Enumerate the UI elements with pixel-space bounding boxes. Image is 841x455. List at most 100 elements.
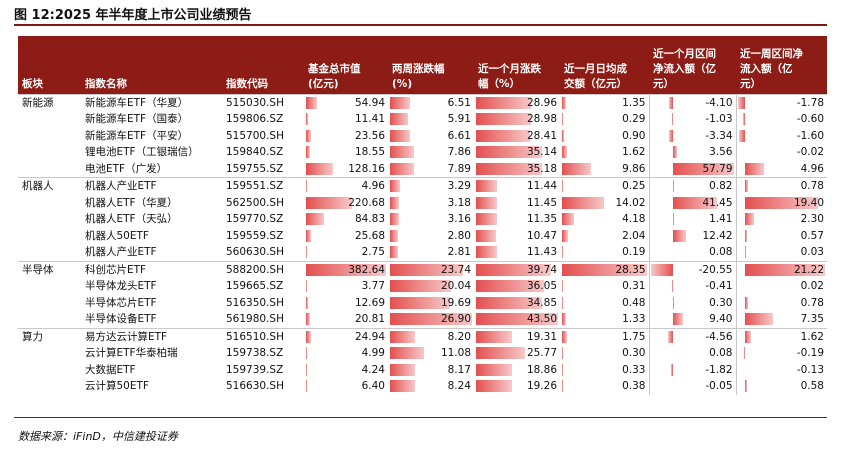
value-cell: 35.18 — [474, 161, 560, 178]
value-cell: -1.03 — [648, 111, 736, 128]
data-bar — [475, 330, 513, 343]
value-cell: 0.57 — [735, 227, 827, 244]
data-bar — [389, 280, 452, 292]
data-bar — [561, 296, 564, 309]
data-bar — [561, 96, 566, 109]
index-code-cell: 159806.SZ — [226, 113, 284, 126]
value-cell: 1.41 — [648, 211, 736, 228]
value-cell: 19.26 — [474, 378, 560, 395]
data-bar — [305, 380, 308, 392]
data-bar — [389, 146, 414, 158]
sector-cell: 算力 — [18, 327, 81, 395]
data-bar — [744, 347, 746, 359]
data-bar — [738, 129, 746, 142]
table-row: 电池ETF（广发） 159755.SZ 128.16 7.89 35.18 9.86 57.… — [18, 160, 827, 178]
column-header-line: 元） — [740, 77, 761, 90]
value-cell: 18.86 — [474, 362, 560, 379]
value-text: 220.68 — [348, 196, 385, 209]
value-cell: 28.96 — [474, 93, 560, 111]
value-text: 0.78 — [800, 180, 824, 193]
value-text: 11.45 — [526, 196, 557, 209]
value-text: 0.78 — [800, 296, 824, 309]
value-cell: -0.02 — [735, 144, 827, 161]
value-text: 3.56 — [709, 146, 733, 159]
value-text: 23.56 — [354, 129, 385, 142]
value-text: 1.75 — [622, 330, 646, 343]
value-text: 0.02 — [800, 280, 824, 293]
data-bar — [672, 146, 677, 158]
table-row: 机器人50ETF 159559.SZ 25.68 2.80 10.47 2.04 12.42… — [18, 227, 827, 245]
sector-cell: 新能源 — [18, 93, 81, 178]
value-text: 26.90 — [440, 313, 471, 326]
value-cell: 0.30 — [560, 345, 649, 362]
index-code-cell: 560630.SH — [226, 246, 284, 259]
value-cell: 2.80 — [388, 228, 474, 245]
data-bar — [389, 347, 424, 359]
value-text: 4.18 — [622, 213, 646, 226]
table-row: 锂电池ETF（工银瑞信） 159840.SZ 18.55 7.86 35.14 1.62 3… — [18, 144, 827, 161]
data-bar — [305, 96, 318, 109]
value-cell: 20.04 — [388, 278, 474, 295]
data-bar — [745, 213, 754, 225]
data-bar — [745, 330, 752, 343]
index-name-cell: 机器人ETF（华夏） — [85, 196, 178, 209]
value-text: -1.03 — [705, 113, 733, 126]
value-text: 10.47 — [526, 229, 557, 242]
value-cell: 3.29 — [388, 177, 474, 195]
data-bar — [561, 146, 567, 158]
value-cell: 12.42 — [648, 227, 736, 244]
value-text: 11.43 — [526, 246, 557, 259]
data-bar — [672, 213, 675, 225]
column-header-line: 流入额（亿 — [740, 62, 793, 75]
value-text: 2.75 — [361, 246, 385, 259]
data-bar — [475, 347, 525, 359]
etf-table: 板块 指数名称 指数代码 基金总市值 (亿元) 两周涨跌幅 (%) 近一个月涨跌 幅（%） 近一月… — [18, 36, 827, 395]
value-cell: 9.40 — [648, 311, 736, 328]
value-text: 0.33 — [622, 363, 646, 376]
sector-cell: 半导体 — [18, 260, 81, 328]
index-name-cell: 科创芯片ETF — [81, 260, 222, 278]
table-row: 机器人ETF（天弘） 159770.SZ 84.83 3.16 11.35 4.18 1.4… — [18, 211, 827, 228]
index-code-cell: 159738.SZ — [226, 347, 284, 360]
data-bar — [668, 96, 673, 109]
data-bar — [561, 180, 563, 192]
data-bar — [561, 380, 563, 392]
value-cell: 1.62 — [735, 327, 827, 345]
data-bar — [669, 129, 673, 142]
value-text: 19.26 — [526, 380, 557, 393]
etf-table-container: 板块 指数名称 指数代码 基金总市值 (亿元) 两周涨跌幅 (%) 近一个月涨跌 幅（%） 近一月… — [18, 36, 827, 395]
data-bar — [475, 296, 542, 309]
value-cell: -4.56 — [648, 327, 736, 345]
data-bar — [475, 180, 498, 192]
index-name-cell: 锂电池ETF（工银瑞信） — [85, 146, 199, 159]
value-cell: 8.20 — [388, 327, 474, 345]
value-cell: 0.78 — [735, 177, 827, 195]
table-row: 机器人ETF（华夏） 562500.SH 220.68 3.18 11.45 14.02 4… — [18, 194, 827, 211]
value-cell: 5.91 — [388, 111, 474, 128]
data-bar — [305, 229, 312, 242]
data-bar — [305, 180, 307, 192]
value-cell: 0.03 — [735, 244, 827, 261]
data-bar — [389, 380, 415, 392]
column-header-line: (%) — [392, 77, 413, 90]
data-bar — [305, 347, 307, 359]
column-header-line: 基金总市值 — [308, 62, 361, 75]
value-text: 25.68 — [354, 229, 385, 242]
value-cell: 4.99 — [304, 345, 388, 362]
data-bar — [389, 363, 415, 376]
data-bar — [305, 196, 353, 209]
value-cell: 7.35 — [735, 311, 827, 328]
index-name-cell: 新能源车ETF（华夏） — [81, 93, 222, 111]
data-bar — [561, 162, 592, 175]
data-bar — [389, 113, 408, 125]
value-cell: 7.89 — [388, 161, 474, 178]
data-bar — [389, 296, 451, 309]
column-header-line: 元） — [653, 77, 674, 90]
value-cell: -0.05 — [648, 378, 736, 395]
data-bar — [742, 113, 746, 125]
value-text: 0.19 — [622, 246, 646, 259]
value-text: -1.82 — [705, 363, 733, 376]
index-name-cell: 新能源车ETF（平安） — [85, 129, 189, 142]
column-header-line: 近一个月涨跌 — [478, 62, 541, 75]
data-bar — [475, 380, 513, 392]
